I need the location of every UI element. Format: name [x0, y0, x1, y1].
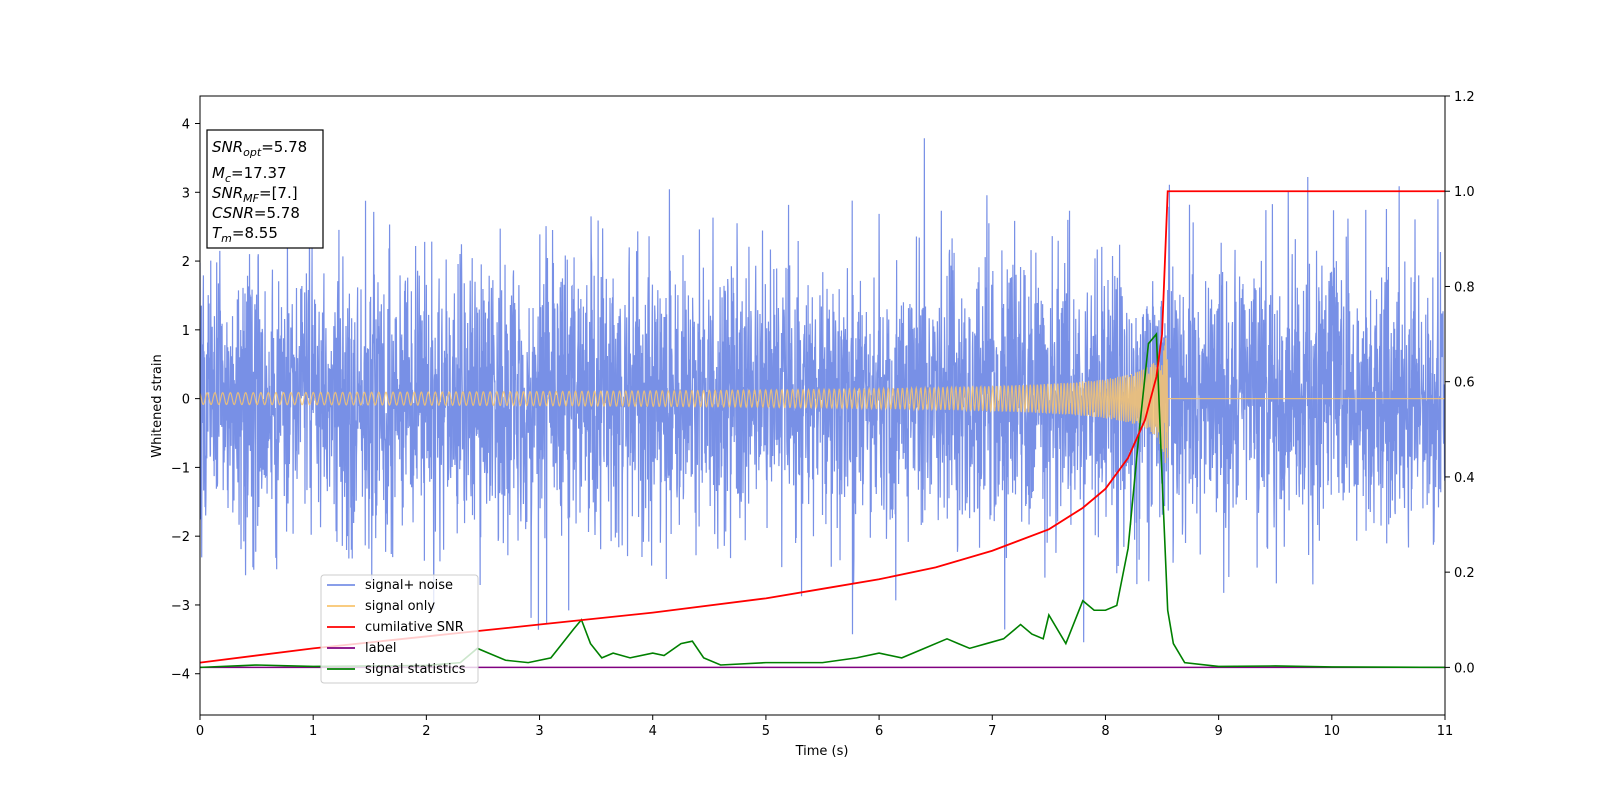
y-tick-label: −4	[171, 668, 190, 683]
plot-frame	[199, 95, 1446, 716]
x-tick-label: 0	[196, 724, 204, 739]
x-tick-label: 9	[1214, 724, 1222, 739]
x-tick-label: 10	[1324, 724, 1341, 739]
y-tick-label: 1	[182, 324, 190, 339]
y2-tick-label: 0.8	[1454, 280, 1475, 295]
x-tick-label: 3	[535, 724, 543, 739]
y2-tick-label: 1.0	[1454, 185, 1475, 200]
y-axis-left: −4 −3 −2 −1 0 1 2 3 4	[171, 118, 200, 683]
x-tick-label: 11	[1437, 724, 1454, 739]
y-tick-label: 2	[182, 255, 190, 270]
legend-item-label: label	[327, 641, 396, 656]
legend-label-signal-statistics: signal statistics	[365, 662, 466, 677]
legend-frame	[320, 574, 479, 684]
y2-tick-label: 1.2	[1454, 90, 1475, 105]
info-snr-mf: SNRMF=[7.]	[212, 184, 298, 205]
legend: signal+ noise signal only cumilative SNR…	[320, 574, 479, 684]
y2-tick-label: 0.4	[1454, 471, 1475, 486]
series-cumulative-snr-line	[200, 190, 1445, 664]
x-axis-label: Time (s)	[795, 744, 849, 759]
x-axis: 0 1 2 3 4 5 6 7 8 9 10 11	[196, 715, 1453, 739]
y2-tick-label: 0.0	[1454, 661, 1475, 676]
x-tick-label: 7	[988, 724, 996, 739]
legend-item-signal-noise: signal+ noise	[327, 578, 453, 593]
info-merger-time: Tm=8.55	[212, 224, 278, 245]
x-tick-label: 1	[309, 724, 317, 739]
info-snr-opt: SNRopt=5.78	[212, 138, 307, 159]
info-box-frame	[206, 129, 324, 249]
legend-item-signal-statistics: signal statistics	[327, 662, 466, 677]
series-signal-noise-line	[200, 138, 1445, 643]
info-chirp-mass: Mc=17.37	[212, 164, 287, 185]
y-tick-label: −1	[171, 461, 190, 476]
series-signal-statistics-line	[200, 331, 1445, 669]
x-tick-label: 2	[422, 724, 430, 739]
y-tick-label: 0	[182, 393, 190, 408]
legend-label-signal-only: signal only	[365, 599, 435, 614]
x-tick-label: 5	[762, 724, 770, 739]
x-tick-label: 4	[649, 724, 657, 739]
y-tick-label: −2	[171, 530, 190, 545]
y2-tick-label: 0.2	[1454, 566, 1475, 581]
series-signal-only-line	[200, 338, 1445, 463]
y-tick-label: −3	[171, 599, 190, 614]
info-csnr: CSNR=5.78	[212, 204, 300, 222]
legend-label-label: label	[365, 641, 396, 656]
legend-item-signal-only: signal only	[327, 599, 435, 614]
legend-label-signal-noise: signal+ noise	[365, 578, 453, 593]
x-tick-label: 8	[1101, 724, 1109, 739]
legend-label-cumulative-snr: cumilative SNR	[365, 620, 464, 635]
info-box: SNRopt=5.78 Mc=17.37 SNRMF=[7.] CSNR=5.7…	[206, 129, 324, 249]
y2-tick-label: 0.6	[1454, 376, 1475, 391]
y-axis-label: Whitened strain	[150, 354, 165, 457]
y-tick-label: 3	[182, 186, 190, 201]
y-tick-label: 4	[182, 118, 190, 133]
x-tick-label: 6	[875, 724, 883, 739]
legend-item-cumulative-snr: cumilative SNR	[327, 620, 464, 635]
y-axis-right: 0.0 0.2 0.4 0.6 0.8 1.0 1.2	[1445, 90, 1475, 676]
